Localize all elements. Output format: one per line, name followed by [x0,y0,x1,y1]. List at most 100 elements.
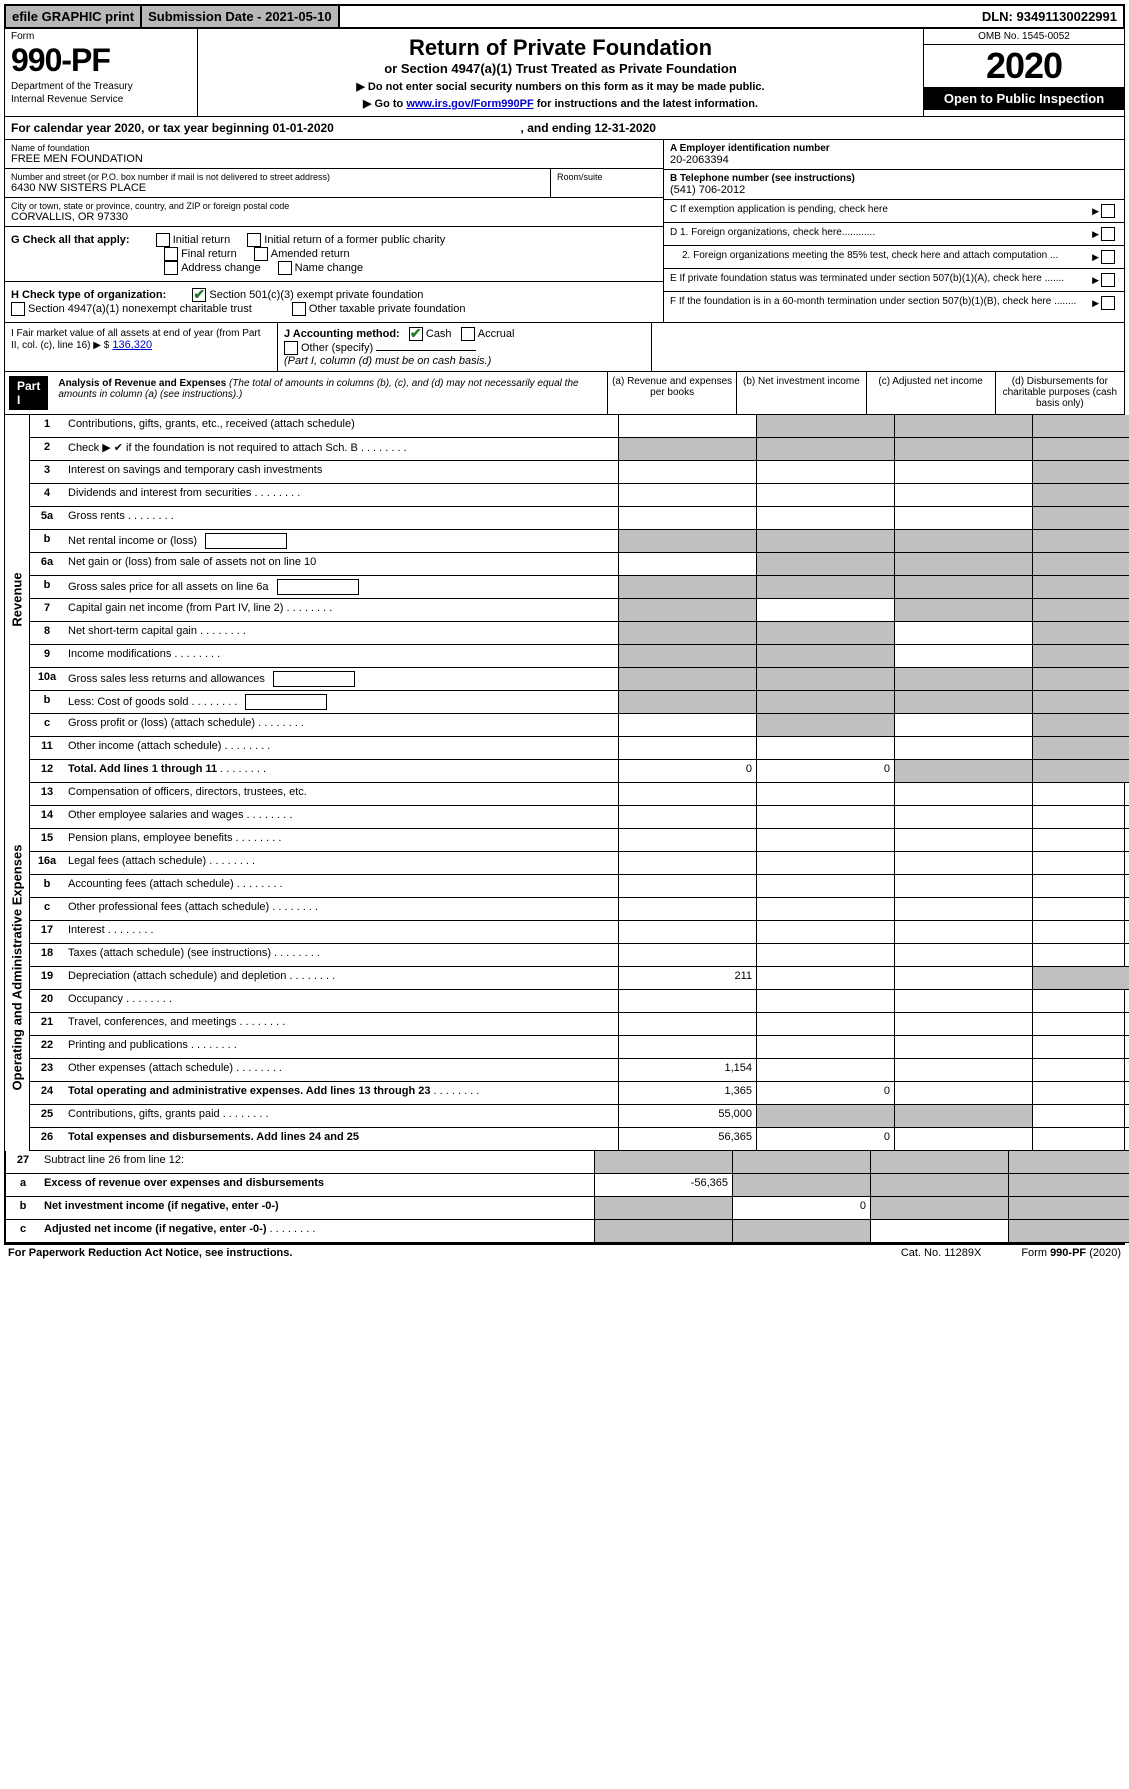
cb-address-change[interactable]: Address change [164,262,261,274]
entity-info: Name of foundation FREE MEN FOUNDATION N… [4,140,1125,323]
value-cell [1032,990,1129,1012]
value-cell [756,967,894,989]
table-row: 4Dividends and interest from securities … [30,484,1129,507]
row-desc: Interest . . . . . . . . [64,921,618,943]
expenses-side-label: Operating and Administrative Expenses [5,783,30,1151]
cb-501c3[interactable]: Section 501(c)(3) exempt private foundat… [192,289,423,301]
value-cell [756,530,894,552]
value-cell [894,668,1032,690]
goto-note: ▶ Go to www.irs.gov/Form990PF for instru… [204,97,917,110]
table-row: bLess: Cost of goods sold . . . . . . . … [30,691,1129,714]
cb-85pct[interactable] [1101,250,1115,264]
value-cell: 0 [618,760,756,782]
irs-link[interactable]: www.irs.gov/Form990PF [406,98,533,110]
row-desc: Net gain or (loss) from sale of assets n… [64,553,618,575]
page-footer: For Paperwork Reduction Act Notice, see … [4,1244,1125,1261]
row-number: 13 [30,783,64,805]
value-cell [618,507,756,529]
row-number: 9 [30,645,64,667]
value-cell [1032,875,1129,897]
table-row: 15Pension plans, employee benefits . . .… [30,829,1129,852]
d1-row: D 1. Foreign organizations, check here..… [664,223,1124,246]
cb-initial-former[interactable]: Initial return of a former public charit… [247,234,445,246]
row-desc: Legal fees (attach schedule) . . . . . .… [64,852,618,874]
value-cell [894,990,1032,1012]
table-row: 8Net short-term capital gain . . . . . .… [30,622,1129,645]
value-cell [1032,1036,1129,1058]
value-cell [1032,530,1129,552]
table-row: 10aGross sales less returns and allowanc… [30,668,1129,691]
form-label: Form [11,31,191,42]
value-cell [618,990,756,1012]
cb-amended[interactable]: Amended return [254,248,350,260]
value-cell [756,576,894,598]
value-cell [894,1082,1032,1104]
value-cell [618,921,756,943]
cat-no: Cat. No. 11289X [901,1247,982,1259]
row-desc: Pension plans, employee benefits . . . .… [64,829,618,851]
row-number: 5a [30,507,64,529]
cb-exemption[interactable] [1101,204,1115,218]
value-cell: 55,000 [1032,1105,1129,1127]
cb-60month[interactable] [1101,296,1115,310]
value-cell [894,806,1032,828]
row-number: 17 [30,921,64,943]
table-row: 21Travel, conferences, and meetings . . … [30,1013,1129,1036]
value-cell: 0 [756,760,894,782]
omb-number: OMB No. 1545-0052 [924,29,1124,45]
cb-accrual[interactable]: Accrual [461,328,515,340]
value-cell: 211 [618,967,756,989]
value-cell [756,921,894,943]
value-cell [894,921,1032,943]
value-cell [756,484,894,506]
cb-foreign[interactable] [1101,227,1115,241]
table-row: 26Total expenses and disbursements. Add … [30,1128,1129,1151]
city-box: City or town, state or province, country… [5,198,663,226]
value-cell: 1,365 [618,1082,756,1104]
table-row: bAccounting fees (attach schedule) . . .… [30,875,1129,898]
value-cell [756,1059,894,1081]
value-cell [756,438,894,460]
row-number: 3 [30,461,64,483]
value-cell: 0 [756,1128,894,1150]
row-desc: Occupancy . . . . . . . . [64,990,618,1012]
value-cell [756,415,894,437]
row-desc: Other employee salaries and wages . . . … [64,806,618,828]
cb-name-change[interactable]: Name change [278,262,364,274]
value-cell [1032,714,1129,736]
year-end: 12-31-2020 [595,121,656,135]
value-cell [756,691,894,713]
table-row: 3Interest on savings and temporary cash … [30,461,1129,484]
value-cell [894,714,1032,736]
value-cell [1032,415,1129,437]
row-desc: Interest on savings and temporary cash i… [64,461,618,483]
cb-cash[interactable]: Cash [409,328,452,340]
cb-4947[interactable]: Section 4947(a)(1) nonexempt charitable … [11,303,252,315]
header-title-block: Return of Private Foundation or Section … [198,29,923,116]
value-cell [1032,898,1129,920]
value-cell [618,898,756,920]
value-cell [1032,484,1129,506]
value-cell: 55,000 [1032,1128,1129,1150]
row-number: a [6,1174,40,1196]
cb-final[interactable]: Final return [164,248,237,260]
cb-other-taxable[interactable]: Other taxable private foundation [292,303,466,315]
row-desc: Printing and publications . . . . . . . … [64,1036,618,1058]
value-cell [894,852,1032,874]
value-cell: 0 [732,1197,870,1219]
cb-other-method[interactable]: Other (specify) [284,342,373,354]
value-cell [894,967,1032,989]
cb-terminated[interactable] [1101,273,1115,287]
value-cell [1032,645,1129,667]
cb-initial[interactable]: Initial return [156,234,230,246]
value-cell [1032,599,1129,621]
value-cell [1032,622,1129,644]
table-row: 27Subtract line 26 from line 12: [6,1151,1129,1174]
row-desc: Capital gain net income (from Part IV, l… [64,599,618,621]
efile-label[interactable]: efile GRAPHIC print [6,6,142,27]
submission-date: Submission Date - 2021-05-10 [142,6,340,27]
value-cell [756,737,894,759]
row-desc: Dividends and interest from securities .… [64,484,618,506]
fmv-value[interactable]: 136,320 [112,339,152,351]
value-cell [618,691,756,713]
